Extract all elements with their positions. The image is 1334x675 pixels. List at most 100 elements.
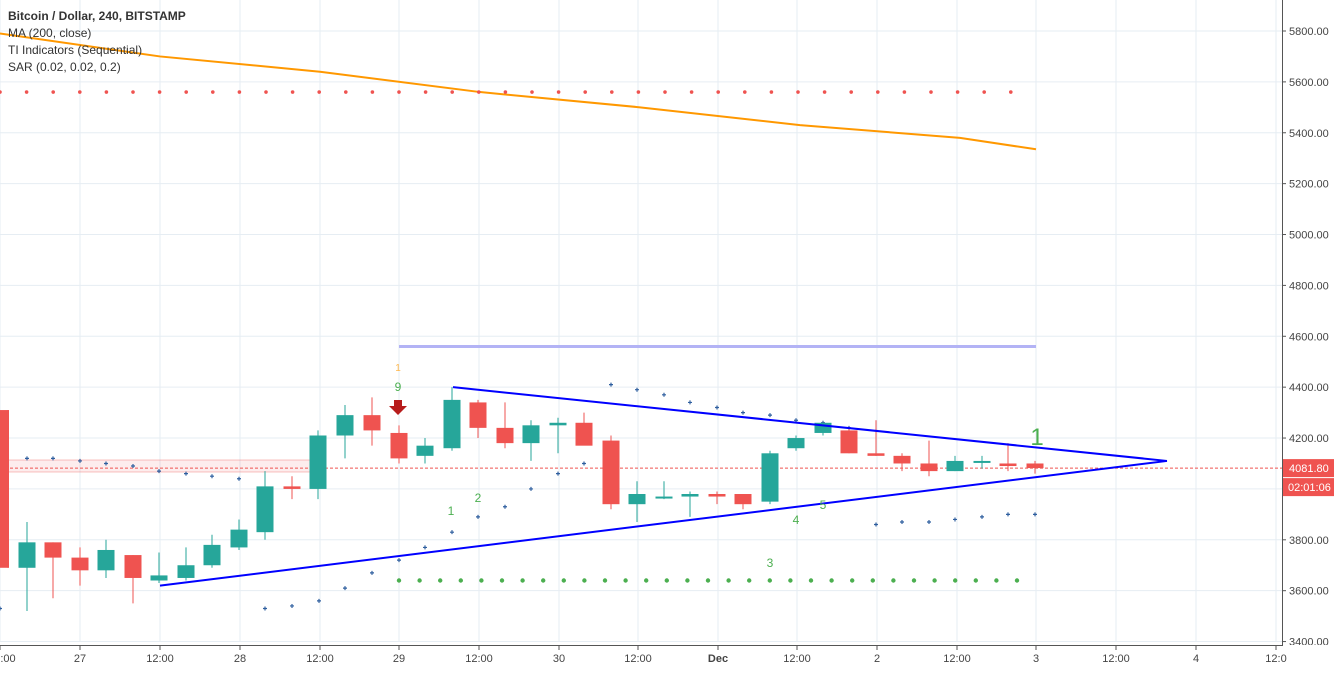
candle-body [628, 494, 646, 505]
td-count-9: 9 [395, 380, 402, 394]
candle-down [920, 440, 938, 477]
resistance-dot [610, 90, 614, 94]
price-label: 4200.00 [1289, 433, 1329, 445]
sar-marker [688, 400, 692, 405]
time-label: 12:0 [1265, 653, 1286, 665]
candle-body [283, 486, 301, 489]
candle-down [999, 443, 1017, 472]
candle-body [549, 422, 567, 426]
candle-body [44, 542, 62, 558]
support-dot [417, 578, 422, 583]
support-dot [953, 578, 958, 583]
td-count-1: 1 [448, 504, 455, 518]
price-axis[interactable]: 5800.00 5600.00 5400.00 5200.00 5000.00 4800.… [1282, 0, 1334, 670]
resistance-dot [78, 90, 82, 94]
candle-down [575, 412, 593, 446]
time-label: 12:00 [783, 653, 811, 665]
resistance-dot [237, 90, 242, 94]
support-dot [726, 578, 731, 583]
time-label: Dec [708, 653, 728, 665]
support-dot [1014, 578, 1020, 583]
candle-up [522, 420, 540, 461]
sar-marker [343, 586, 347, 591]
price-label: 4400.00 [1289, 382, 1329, 394]
ma-200-line [0, 32, 1037, 151]
indicator-sar[interactable]: SAR (0.02, 0.02, 0.2) [8, 60, 121, 74]
resistance-dot [982, 90, 986, 94]
symbol-title[interactable]: Bitcoin / Dollar, 240, BITSTAMP [8, 9, 186, 23]
support-dot [911, 578, 917, 583]
sar-marker [317, 598, 321, 603]
sar-marker [157, 469, 161, 474]
candle-body [18, 542, 36, 568]
candle-down [893, 453, 911, 472]
sar-marker [582, 461, 586, 466]
resistance-dot [450, 90, 455, 94]
sar-marker [0, 606, 2, 611]
candle-body [708, 494, 726, 497]
price-label: 4600.00 [1289, 331, 1329, 343]
candle-body [124, 555, 142, 578]
price-label: 3600.00 [1289, 586, 1329, 598]
support-dot [994, 578, 999, 583]
resistance-dot [0, 90, 2, 94]
candle-up [150, 552, 168, 584]
resistance-dot [24, 90, 29, 94]
sar-marker [450, 530, 454, 535]
sar-marker [715, 405, 719, 410]
highlight-zone [0, 459, 311, 473]
support-dot [788, 578, 793, 583]
indicator-td-sequential[interactable]: TI Indicators (Sequential) [8, 43, 143, 57]
resistance-dot [264, 90, 268, 94]
sar-marker [104, 461, 108, 466]
time-axis-bg [0, 645, 1334, 670]
time-label: 12:00 [465, 653, 493, 665]
sar-marker [529, 486, 533, 491]
resistance-dot [636, 90, 641, 94]
candle-body [363, 415, 381, 431]
time-axis[interactable]: :00 27 12:00 28 12:00 29 12:00 30 12:00 Dec 12:00 2… [0, 645, 1334, 670]
candle-body [973, 460, 991, 463]
candle-body [416, 445, 434, 456]
resistance-dot [423, 90, 428, 94]
candle-down [124, 555, 142, 604]
candle-body [867, 453, 885, 456]
resistance-dot [929, 90, 933, 94]
td-count-5: 5 [820, 498, 827, 512]
sar-marker [741, 410, 745, 415]
candle-body [309, 435, 327, 489]
candle-up [681, 491, 699, 517]
time-label: 27 [74, 653, 86, 665]
candle-down [469, 399, 487, 439]
sar-marker [503, 504, 507, 509]
candle-body [177, 565, 195, 578]
resistance-dot [849, 90, 853, 94]
sar-marker [1006, 512, 1010, 517]
price-label: 4800.00 [1289, 280, 1329, 292]
candle-up [256, 471, 274, 540]
candle-up [18, 521, 36, 612]
triangle-trendlines[interactable] [159, 386, 1168, 587]
support-dot [396, 578, 402, 583]
resistance-dot [583, 90, 587, 94]
candle-body [814, 422, 832, 433]
indicator-ma[interactable]: MA (200, close) [8, 26, 92, 40]
candle-body [150, 575, 168, 581]
resistance-dot [317, 90, 322, 94]
sar-marker [794, 418, 798, 423]
resistance-dot [716, 90, 720, 94]
support-dot [582, 578, 587, 583]
candle-body [761, 453, 779, 502]
trendline-lower [159, 459, 1168, 587]
candle-body [496, 427, 514, 444]
time-label: 12:00 [146, 653, 174, 665]
support-dot [458, 578, 463, 583]
sar-marker [476, 514, 480, 519]
support-dot [664, 578, 669, 583]
candle-down [708, 491, 726, 505]
countdown-label: 02:01:06 [1288, 482, 1331, 494]
sar-marker [51, 456, 55, 461]
candle-body [602, 440, 620, 505]
